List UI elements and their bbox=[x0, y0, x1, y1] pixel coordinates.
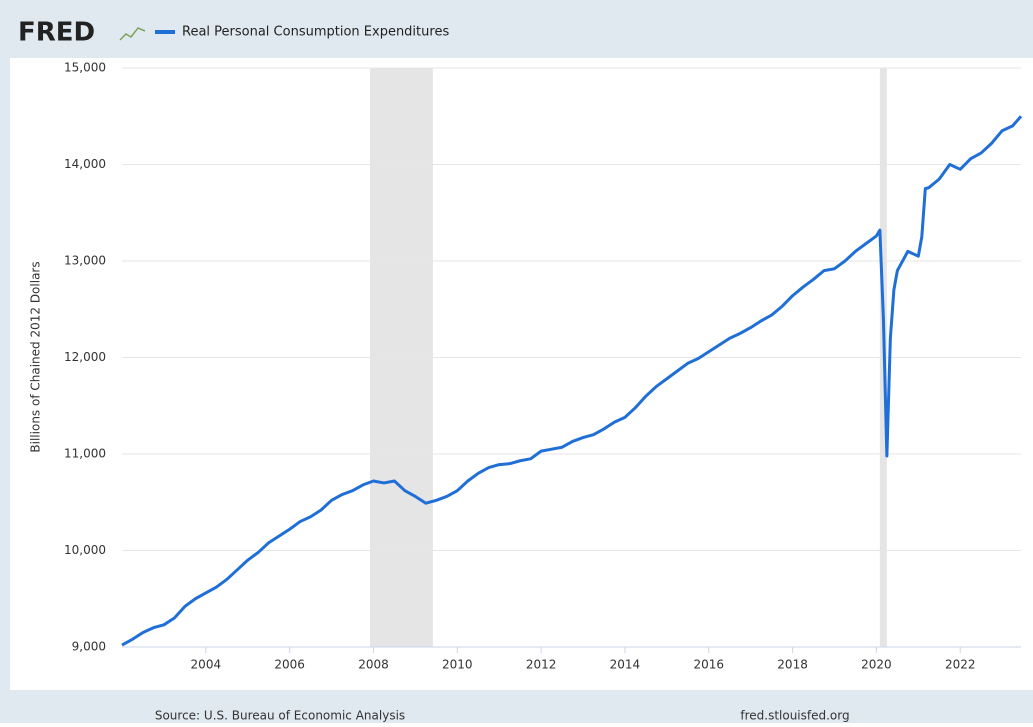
y-tick-label: 12,000 bbox=[64, 350, 106, 364]
logo: FRED bbox=[18, 18, 95, 48]
y-tick-label: 15,000 bbox=[64, 61, 106, 75]
x-tick-label: 2022 bbox=[945, 658, 976, 672]
y-tick-label: 9,000 bbox=[72, 640, 106, 654]
x-tick-label: 2018 bbox=[777, 658, 808, 672]
x-tick-label: 2010 bbox=[442, 658, 473, 672]
y-tick-label: 10,000 bbox=[64, 543, 106, 557]
x-tick-label: 2014 bbox=[610, 658, 641, 672]
x-tick-label: 2008 bbox=[358, 658, 389, 672]
series-line bbox=[121, 115, 1023, 647]
y-axis-label: Billions of Chained 2012 Dollars bbox=[29, 261, 43, 452]
logo-icon bbox=[119, 27, 146, 41]
x-tick-label: 2016 bbox=[693, 658, 724, 672]
x-tick-label: 2004 bbox=[191, 658, 222, 672]
source: Source: U.S. Bureau of Economic Analysis bbox=[155, 709, 405, 723]
y-tick-label: 14,000 bbox=[64, 157, 106, 171]
legend-label: Real Personal Consumption Expenditures bbox=[182, 25, 449, 40]
site: fred.stlouisfed.org bbox=[740, 709, 849, 723]
y-tick-label: 13,000 bbox=[64, 254, 106, 268]
x-tick-label: 2006 bbox=[274, 658, 305, 672]
plot-background bbox=[10, 58, 1033, 690]
x-tick-label: 2012 bbox=[526, 658, 557, 672]
x-tick-label: 2020 bbox=[861, 658, 892, 672]
y-tick-label: 11,000 bbox=[64, 447, 106, 461]
